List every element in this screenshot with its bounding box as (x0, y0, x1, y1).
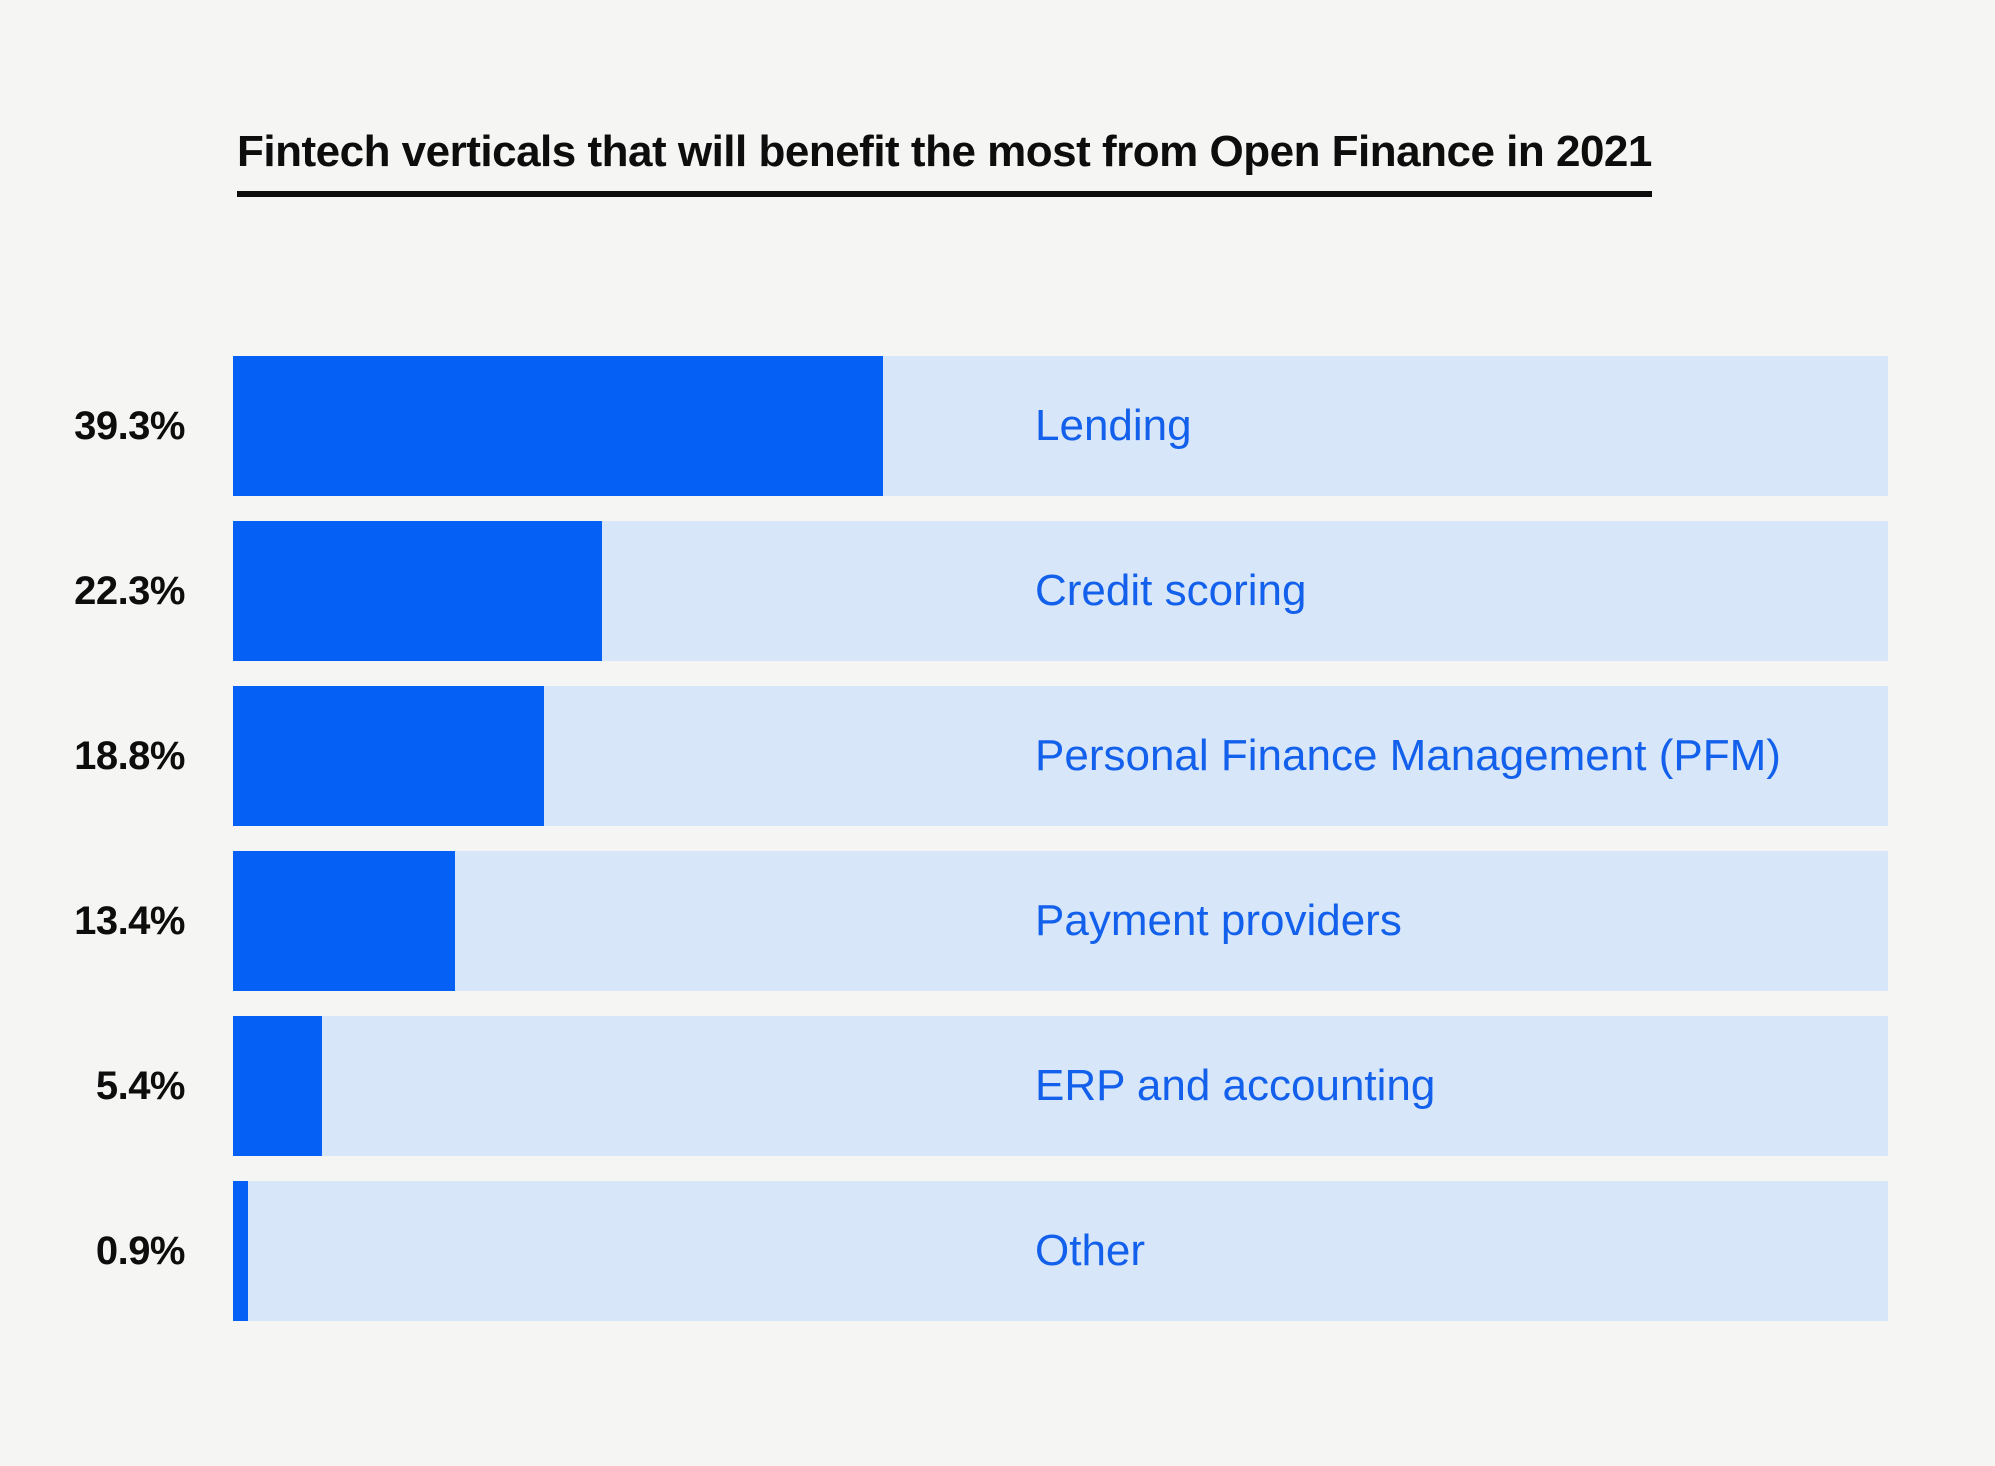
value-label: 0.9% (95, 1228, 186, 1273)
bar-fill (233, 521, 602, 661)
bar-fill (233, 851, 455, 991)
category-label: Other (1035, 1226, 1146, 1275)
bar-track: ERP and accounting (233, 1016, 1888, 1156)
bar-fill (233, 686, 544, 826)
bar-row: 13.4% Payment providers (0, 851, 1995, 991)
bar-track: Other (233, 1181, 1888, 1321)
value-label: 22.3% (74, 568, 185, 613)
bar-fill (233, 356, 883, 496)
bar-fill (233, 1181, 248, 1321)
bar-track: Payment providers (233, 851, 1888, 991)
bar-row: 0.9% Other (0, 1181, 1995, 1321)
bar-track: Credit scoring (233, 521, 1888, 661)
bar-track: Personal Finance Management (PFM) (233, 686, 1888, 826)
bar-chart: 39.3% Lending 22.3% Credit scoring 18.8% Pers… (0, 356, 1995, 1346)
bar-row: 5.4% ERP and accounting (0, 1016, 1995, 1156)
value-label: 5.4% (95, 1063, 186, 1108)
value-label: 13.4% (74, 898, 185, 943)
category-label: Payment providers (1035, 896, 1402, 945)
category-label: Lending (1035, 401, 1192, 450)
chart-title: Fintech verticals that will benefit the … (237, 126, 1652, 197)
bar-row: 18.8% Personal Finance Management (PFM) (0, 686, 1995, 826)
value-label: 39.3% (74, 403, 185, 448)
bar-row: 22.3% Credit scoring (0, 521, 1995, 661)
bar-fill (233, 1016, 322, 1156)
value-label: 18.8% (74, 733, 185, 778)
bar-row: 39.3% Lending (0, 356, 1995, 496)
bar-track: Lending (233, 356, 1888, 496)
category-label: ERP and accounting (1035, 1061, 1436, 1110)
category-label: Personal Finance Management (PFM) (1035, 731, 1781, 780)
category-label: Credit scoring (1035, 566, 1307, 615)
